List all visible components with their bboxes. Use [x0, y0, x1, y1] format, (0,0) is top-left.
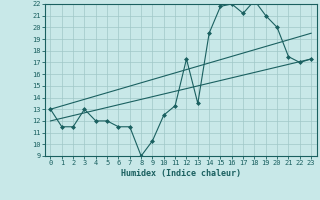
- X-axis label: Humidex (Indice chaleur): Humidex (Indice chaleur): [121, 169, 241, 178]
